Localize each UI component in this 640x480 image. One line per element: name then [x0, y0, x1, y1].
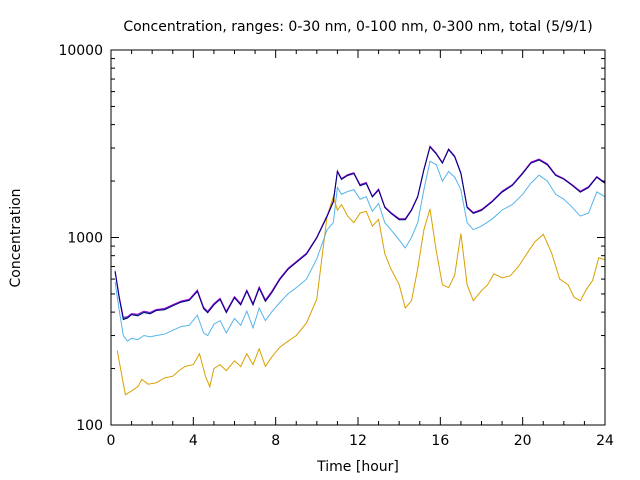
x-tick-label: 8: [271, 433, 280, 449]
y-tick-labels: 100 1000 10000: [58, 43, 103, 434]
tick-layer: [110, 49, 606, 426]
x-axis-label: Time [hour]: [316, 459, 399, 475]
series-layer: [114, 145, 606, 396]
series-line-4: [114, 145, 606, 318]
x-tick-label: 16: [431, 433, 449, 449]
x-tick-label: 0: [107, 433, 116, 449]
series-line-2: [114, 160, 606, 342]
x-tick-label: 12: [349, 433, 367, 449]
chart-title: Concentration, ranges: 0-30 nm, 0-100 nm…: [123, 19, 592, 35]
y-tick-label: 100: [76, 418, 103, 434]
x-tick-label: 20: [514, 433, 532, 449]
series-line-1: [116, 195, 606, 396]
y-axis-label: Concentration: [8, 188, 24, 287]
y-tick-label: 1000: [67, 231, 103, 247]
x-tick-label: 4: [189, 433, 198, 449]
series-line-5: [114, 145, 606, 321]
plot-area: [110, 49, 606, 426]
x-tick-labels: 0 4 8 12 16 20 24: [107, 433, 614, 449]
x-tick-label: 24: [596, 433, 614, 449]
plot-frame: [110, 49, 606, 426]
y-tick-label: 10000: [58, 43, 103, 59]
series-line-3: [114, 145, 606, 320]
